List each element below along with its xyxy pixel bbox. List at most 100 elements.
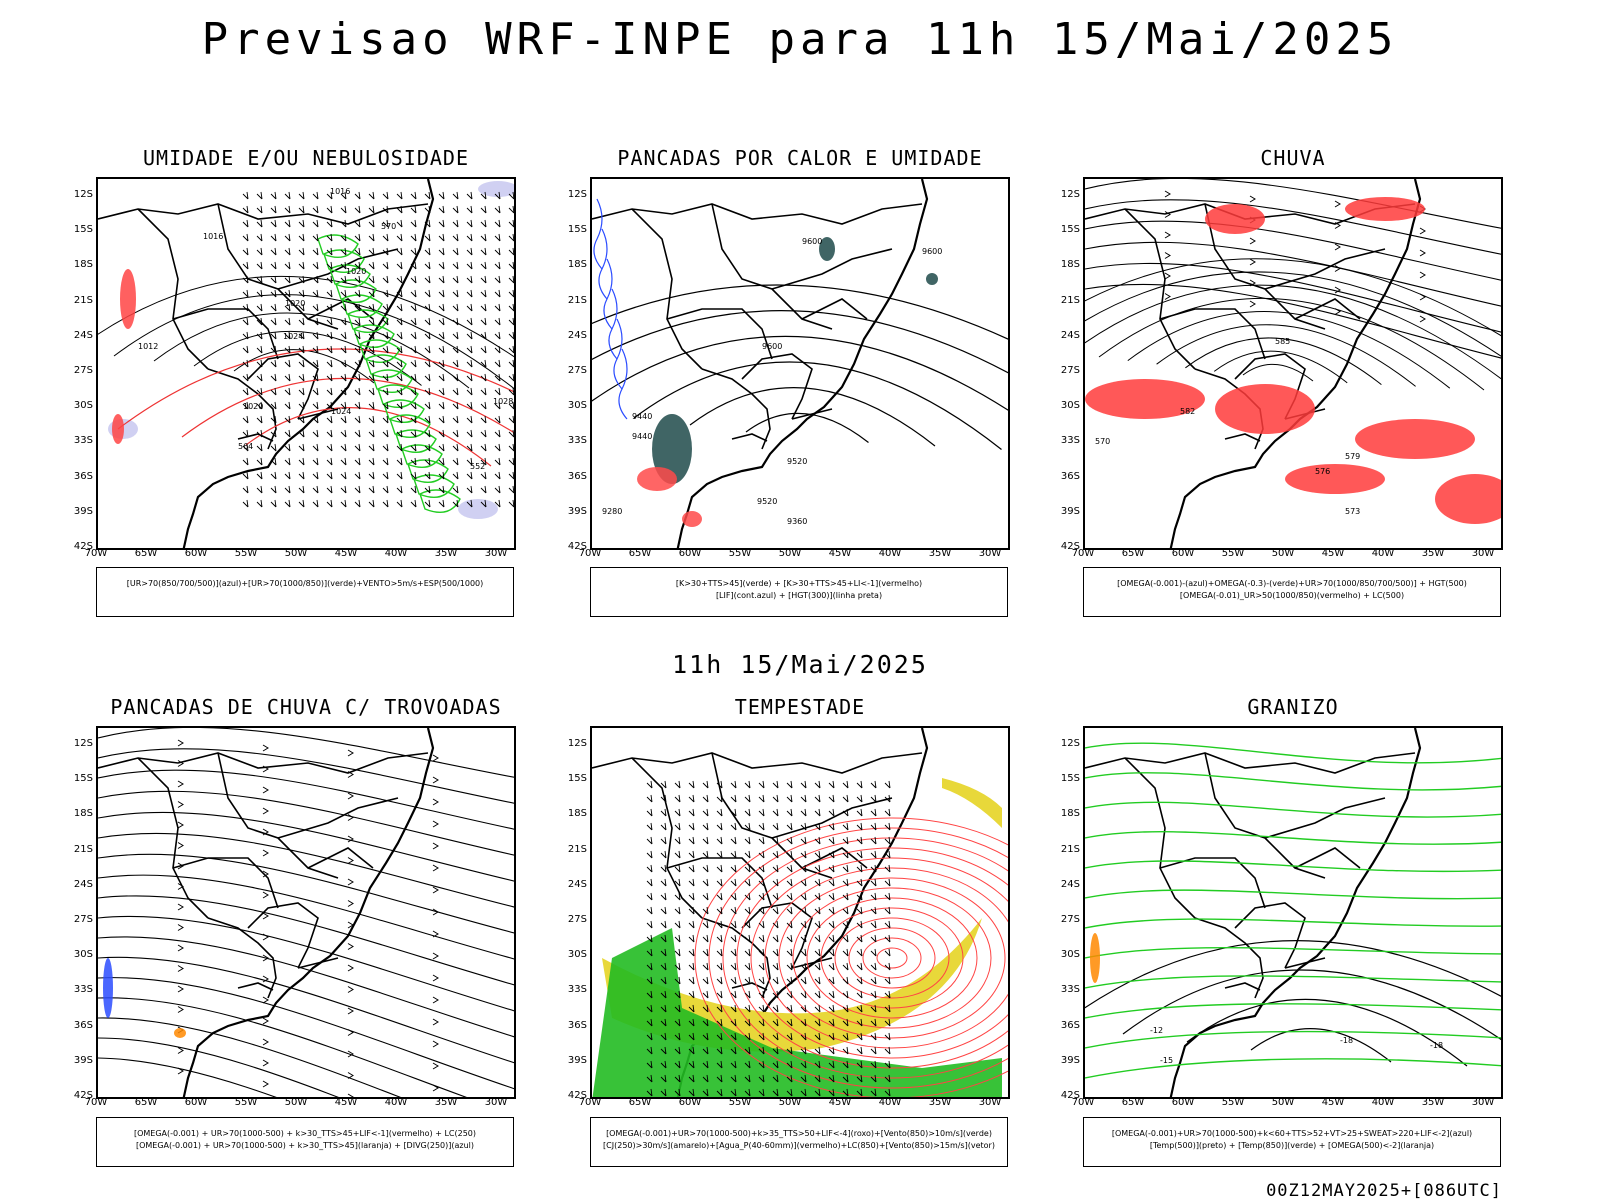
streamline-red xyxy=(820,907,964,1009)
latitude-label: 27S xyxy=(1060,365,1080,376)
flow-arrow xyxy=(262,1059,269,1067)
wind-vector xyxy=(354,275,361,284)
longitude-label: 65W xyxy=(1121,548,1145,559)
wind-vector xyxy=(730,780,737,789)
wind-vector xyxy=(758,1060,765,1069)
wind-vector xyxy=(396,443,403,452)
latitude-label: 33S xyxy=(73,435,93,447)
latitude-label: 39S xyxy=(1060,505,1080,517)
wind-vector xyxy=(870,892,877,901)
geopotential-line xyxy=(745,412,869,443)
wind-vector xyxy=(716,948,723,957)
wind-vector xyxy=(702,892,709,901)
rain-area-red xyxy=(1435,474,1501,524)
wind-vector xyxy=(856,1046,863,1055)
longitude-label: 35W xyxy=(434,1097,458,1108)
wind-vector xyxy=(312,317,319,326)
legend-line: [LIF](cont.azul) + [HGT(300)](linha pret… xyxy=(715,591,883,600)
wind-vector xyxy=(674,850,681,859)
latitude-label: 27S xyxy=(567,365,587,376)
wind-vector xyxy=(382,401,389,410)
longitude-label: 55W xyxy=(728,548,752,559)
contour-label: 1012 xyxy=(138,342,158,351)
contour-label: -18 xyxy=(1340,1036,1353,1045)
wind-vector xyxy=(646,892,653,901)
wind-vector xyxy=(884,794,891,803)
contour-label: -18 xyxy=(1430,1041,1443,1050)
wind-vector xyxy=(494,387,501,396)
wind-vector xyxy=(284,303,291,312)
country-border xyxy=(1194,917,1264,999)
wind-vector xyxy=(452,247,459,256)
wind-vector xyxy=(438,485,445,494)
wind-vector xyxy=(842,948,849,957)
rain-area-red xyxy=(1345,197,1425,221)
contour-label: 570 xyxy=(1095,437,1110,446)
wind-vector xyxy=(716,1032,723,1041)
wind-vector xyxy=(842,1088,849,1097)
wind-vector xyxy=(730,822,737,831)
wind-vector xyxy=(674,962,681,971)
wind-vector xyxy=(814,1074,821,1083)
wind-vector xyxy=(438,415,445,424)
wind-vector xyxy=(814,822,821,831)
wind-vector xyxy=(814,780,821,789)
wind-vector xyxy=(480,471,487,480)
wind-vector xyxy=(396,499,403,508)
wind-vector xyxy=(884,1088,891,1097)
longitude-label: 30W xyxy=(978,548,1002,559)
coastline xyxy=(1169,728,1422,1097)
longitude-label: 30W xyxy=(484,548,508,559)
weather-map: -12 -15 -18 -18 xyxy=(1083,726,1503,1099)
latitude-label: 21S xyxy=(567,294,587,306)
wind-vector xyxy=(242,303,249,312)
wind-vector xyxy=(814,892,821,901)
wind-vector xyxy=(354,415,361,424)
flow-arrow xyxy=(177,862,184,870)
wind-vector xyxy=(284,289,291,298)
flow-arrow xyxy=(432,1018,439,1026)
wind-vector xyxy=(340,429,347,438)
contour-label: 582 xyxy=(1180,407,1195,416)
wind-vector xyxy=(870,1018,877,1027)
flow-arrow xyxy=(432,886,439,894)
wind-vector xyxy=(702,780,709,789)
country-border xyxy=(711,203,833,330)
wind-vector xyxy=(242,205,249,214)
wind-vector xyxy=(772,864,779,873)
wind-vector xyxy=(494,303,501,312)
wind-vector xyxy=(800,1060,807,1069)
flow-arrow xyxy=(177,985,184,993)
latitude-label: 33S xyxy=(73,984,93,996)
wind-vector xyxy=(800,962,807,971)
wind-vector xyxy=(758,1046,765,1055)
wind-vector xyxy=(480,345,487,354)
wind-vector xyxy=(340,191,347,200)
wind-vector xyxy=(312,485,319,494)
wind-vector xyxy=(270,219,277,228)
country-border xyxy=(731,982,768,991)
wind-vector xyxy=(856,864,863,873)
flow-arrow xyxy=(177,883,184,890)
wind-vector xyxy=(716,1018,723,1027)
flow-arrow xyxy=(262,870,269,878)
wind-vector xyxy=(396,233,403,242)
wind-vector xyxy=(340,359,347,368)
wind-vector xyxy=(382,205,389,214)
country-border xyxy=(1264,248,1386,290)
wind-vector xyxy=(800,1004,807,1013)
longitude-label: 70W xyxy=(1071,1097,1095,1108)
wind-vector xyxy=(744,822,751,831)
wind-vector xyxy=(326,471,333,480)
streamline xyxy=(98,832,514,908)
wind-vector xyxy=(800,1018,807,1027)
wind-vector xyxy=(494,373,501,382)
streamline-red xyxy=(778,877,1006,1039)
wind-vector xyxy=(298,289,305,298)
streamline xyxy=(98,1017,402,1097)
wind-vector xyxy=(856,976,863,985)
wind-vector xyxy=(340,387,347,396)
wind-vector xyxy=(326,275,333,284)
wind-vector xyxy=(800,948,807,957)
longitude-label: 45W xyxy=(1321,1097,1345,1108)
